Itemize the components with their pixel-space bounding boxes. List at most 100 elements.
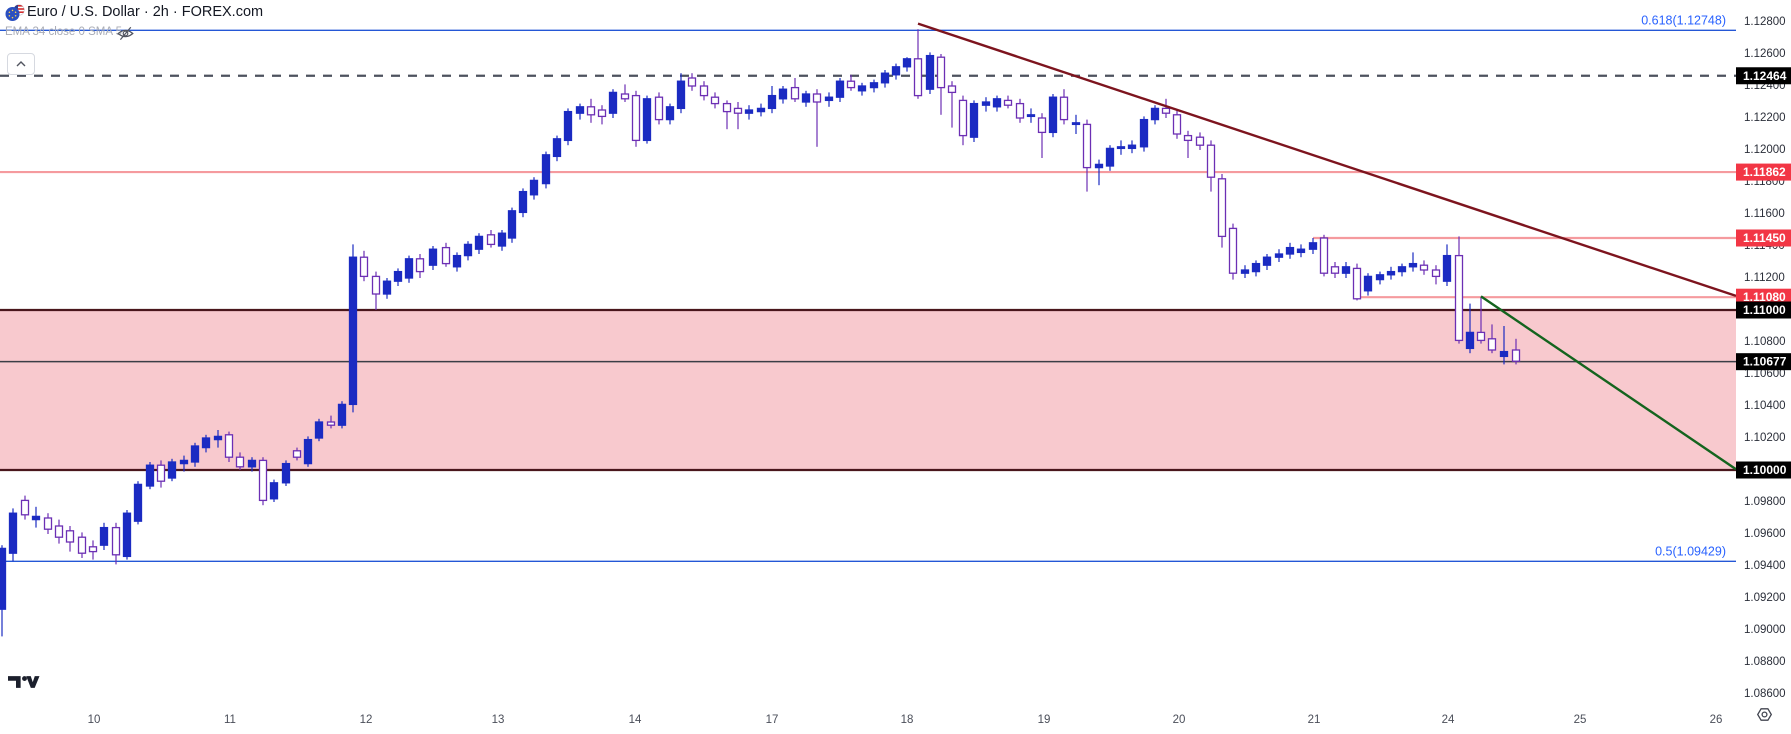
price-badge-text: 1.10000 (1743, 463, 1787, 477)
candle-body-up (767, 94, 777, 110)
candle-body-down (1228, 227, 1238, 274)
candle (326, 415, 336, 429)
candle-body-up (463, 243, 473, 257)
price-badge-red: 1.11862 (1736, 163, 1791, 181)
candle-body-down (958, 99, 968, 137)
candle-body-down (586, 106, 596, 116)
price-tick-label: 1.09600 (1744, 528, 1786, 540)
candle-body-down (1487, 338, 1497, 351)
candle-body-down (936, 56, 946, 89)
candle (969, 100, 979, 142)
candle-body-up (452, 254, 462, 268)
candle-body-down (292, 450, 302, 458)
candle (1161, 98, 1171, 118)
price-tick-label: 1.11600 (1744, 208, 1785, 220)
candle-body-up (122, 512, 132, 558)
candle-body-down (111, 526, 121, 556)
candle-body-up (190, 445, 200, 463)
candle (891, 63, 901, 80)
price-tick-label: 1.08800 (1744, 656, 1786, 668)
date-label: 19 (1038, 714, 1051, 726)
price-tick-label: 1.12600 (1744, 48, 1786, 60)
price-badge-text: 1.12464 (1743, 69, 1787, 83)
trend-green-trendline[interactable] (1480, 295, 1737, 471)
candle (631, 90, 641, 147)
candle-body-down (1195, 136, 1205, 146)
candle-body-up (902, 58, 912, 68)
price-badge-black: 1.10000 (1736, 461, 1791, 479)
tradingview-logo[interactable] (8, 672, 40, 692)
candle (1442, 244, 1452, 286)
candle (1499, 326, 1509, 365)
candle (756, 103, 766, 117)
time-axis[interactable]: 10 11 12 13 14 17 18 19 20 21 24 25 26 (88, 714, 1723, 726)
candle (145, 462, 155, 490)
candle-body-up (891, 66, 901, 76)
candle (8, 508, 18, 562)
collapse-indicator-button[interactable] (7, 53, 35, 75)
candle (1183, 130, 1193, 158)
candle-body-up (1397, 266, 1407, 273)
candle (441, 242, 451, 267)
candle (869, 79, 879, 93)
candle (744, 105, 754, 120)
candle (913, 29, 923, 99)
candle-body-up (575, 106, 585, 114)
price-axis[interactable]: 1.128001.126001.124001.122001.120001.118… (1736, 16, 1791, 700)
candle (415, 254, 425, 278)
candle-body-up (8, 512, 18, 554)
candle-body-down (1319, 237, 1329, 274)
date-label: 25 (1574, 714, 1587, 726)
candle (767, 86, 777, 114)
fib-level-label: 0.618(1.12748) (1641, 13, 1726, 27)
date-label: 24 (1442, 714, 1455, 726)
trend-maroon-trendline[interactable] (917, 22, 1737, 298)
eye-off-icon[interactable] (117, 25, 134, 42)
candle (1363, 273, 1373, 296)
candle-body-up (1386, 270, 1396, 276)
candle-body-down (1217, 178, 1227, 238)
candle (190, 442, 200, 467)
candle-body-up (676, 80, 686, 110)
candle (1511, 338, 1521, 365)
candle (111, 522, 121, 565)
candle (902, 57, 912, 72)
support-zone[interactable] (0, 308, 1736, 472)
candle (1082, 119, 1092, 192)
candle-body-up (563, 110, 573, 142)
candle (518, 188, 528, 218)
candle (258, 457, 268, 506)
symbol-title[interactable]: Euro / U.S. Dollar · 2h · FOREX.com (27, 4, 264, 20)
candle (608, 89, 618, 118)
candle (801, 90, 811, 107)
fib-level-label: 0.5(1.09429) (1655, 544, 1726, 558)
candle (857, 82, 867, 96)
candle (303, 436, 313, 467)
candle (835, 78, 845, 102)
axis-settings-gear-icon[interactable] (1756, 706, 1773, 723)
candle (676, 73, 686, 114)
candle (541, 151, 551, 189)
candle (1206, 140, 1216, 192)
candle-body-down (846, 80, 856, 89)
candle-body-up (281, 462, 291, 484)
candle-body-up (428, 248, 438, 266)
candle (20, 495, 30, 520)
candle-body-up (1240, 269, 1250, 274)
price-tick-label: 1.09400 (1744, 560, 1786, 572)
candle-body-up (518, 190, 528, 214)
candle-body-down (1161, 107, 1171, 114)
candle-body-down (699, 85, 709, 97)
candle-body-down (359, 256, 369, 278)
price-badge-bg (1736, 288, 1791, 306)
candle-body-up (1363, 275, 1373, 292)
candle (1150, 105, 1160, 125)
candle-body-down (620, 93, 630, 100)
candle-body-up (314, 421, 324, 439)
indicator-legend[interactable]: EMA 34 close 0 SMA 5 (5, 26, 122, 38)
candle (642, 95, 652, 144)
candle-body-down (710, 96, 720, 105)
candle-body-up (145, 464, 155, 487)
candle (824, 92, 834, 107)
